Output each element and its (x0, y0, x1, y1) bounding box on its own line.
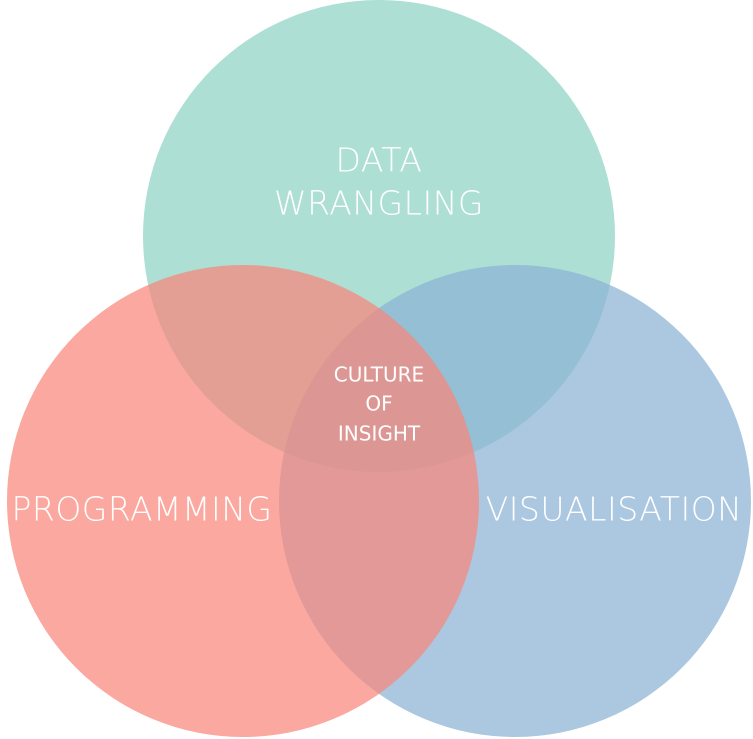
programming-circle (7, 265, 479, 737)
intersection-label-line1: CULTURE (334, 363, 424, 387)
data-wrangling-label-line2: WRANGLING (274, 184, 484, 223)
programming-label: PROGRAMMING (12, 490, 273, 529)
visualisation-label: VISUALISATION (486, 490, 743, 529)
intersection-label-line2: OF (365, 392, 392, 416)
intersection-label-line3: INSIGHT (338, 422, 421, 446)
data-wrangling-label-line1: DATA (335, 141, 422, 180)
